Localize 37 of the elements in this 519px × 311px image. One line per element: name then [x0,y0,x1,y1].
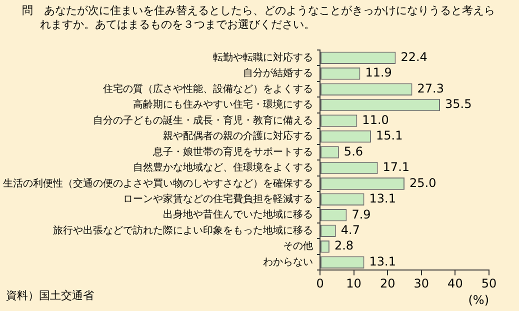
chart-title: 問 あなたが次に住まいを住み替えるとしたら、どのようなことがきっかけになりうると考えられますか。あてはまるものを３つまでお選びください。 [22,4,496,32]
y-tick-label: 自然豊かな地域など、住環境をよくする [133,162,313,174]
y-tick-label: 高齢期にも住みやすい住宅・環境にする [133,98,313,111]
data-label: 7.9 [352,207,371,222]
text: 資料）国土交通省 [6,288,94,303]
data-label: 11.9 [365,66,392,80]
x-axis-title: (%) [468,292,489,307]
y-tick-label: ローンや家賃などの住宅費負担を軽減する [123,193,313,206]
x-tick-label: 50 [481,276,497,291]
data-label: 17.1 [382,160,410,174]
y-tick-label: 自分が結婚する [243,67,313,80]
data-label: 13.1 [369,192,396,206]
y-tick-label: 旅行や出張などで訪れた際によい印象をもった地域に移る [53,224,313,236]
data-label: 2.8 [334,238,354,253]
y-tick-label: 息子・娘世帯の育児をサポートする [152,146,313,158]
y-tick-label: 出身地や昔住んでいた地域に移る [163,208,313,221]
x-tick-label: 0 [316,276,324,291]
y-tick-label: 生活の利便性（交通の便のよさや買い物のしやすさなど）を確保する [3,177,313,190]
y-tick-label: 住宅の質（広さや性能、設備など）をよくする [103,82,313,95]
x-tick-label: 10 [346,276,362,291]
x-tick-label: 20 [380,276,396,291]
x-tick-label: 30 [414,276,430,291]
data-label: 25.0 [410,176,436,190]
y-tick-label: わからない [263,256,313,268]
y-tick-label: その他 [283,240,313,252]
data-label: 27.3 [417,81,444,96]
data-label: 5.6 [344,144,364,158]
data-label: 13.1 [369,254,396,268]
data-label: 11.0 [362,112,389,127]
y-tick-label: 転勤や転職に対応する [213,51,313,64]
y-tick-label: 親や配偶者の親の介護に対応する [163,130,313,142]
data-label: 15.1 [376,128,403,143]
data-label: 4.7 [340,223,360,238]
data-label: 22.4 [400,50,428,64]
data-label: 35.5 [444,97,472,112]
y-tick-label: 自分の子どもの誕生・成長・育児・教育に備える [93,114,313,126]
x-tick-label: 40 [448,276,463,291]
